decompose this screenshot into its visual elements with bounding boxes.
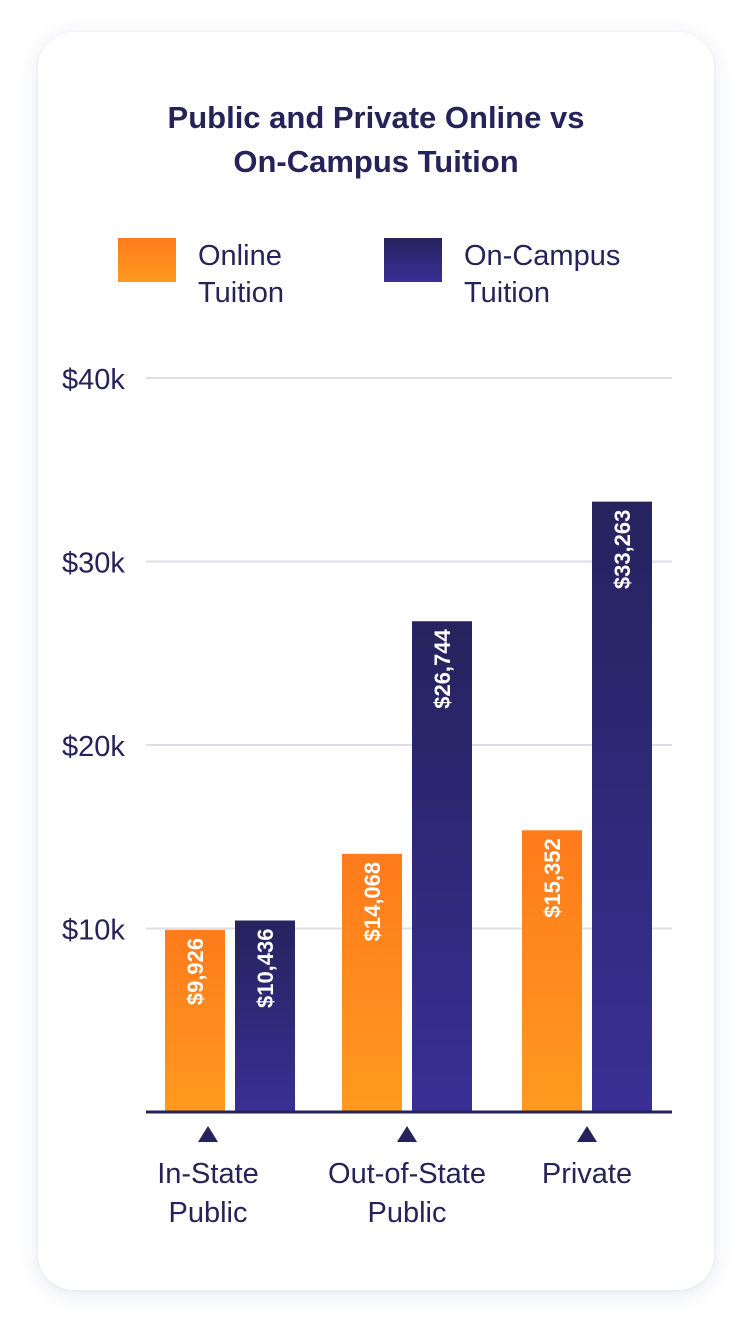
category-label: Public [169, 1197, 248, 1229]
category-marker-icon [577, 1126, 597, 1142]
category-label: In-State [157, 1158, 259, 1190]
y-tick-label: $30k [62, 548, 125, 580]
category-marker-icon [397, 1126, 417, 1142]
category-marker-icon [198, 1126, 218, 1142]
bar-value-label: $9,926 [183, 938, 208, 1005]
chart-title-line-2: On-Campus Tuition [233, 144, 519, 179]
bar-on-campus [592, 501, 652, 1112]
category-label: Public [368, 1197, 447, 1229]
category-label: Out-of-State [328, 1158, 486, 1190]
legend-label-on-campus: On-Campus Tuition [464, 238, 620, 312]
y-tick-label: $10k [62, 915, 125, 947]
legend-label-on-campus-line-1: On-Campus [464, 240, 621, 272]
chart-title: Public and Private Online vs On-Campus T… [38, 96, 714, 184]
legend-item-online: Online Tuition [118, 238, 284, 312]
bar-on-campus [412, 621, 472, 1112]
y-tick-label: $20k [62, 731, 125, 763]
legend-label-on-campus-line-2: Tuition [464, 277, 550, 309]
legend-item-on-campus: On-Campus Tuition [384, 238, 620, 312]
bar-online [342, 853, 402, 1112]
y-tick-label: $40k [62, 364, 125, 396]
bar-on-campus [235, 920, 295, 1112]
bar-value-label: $33,263 [610, 510, 635, 590]
legend-label-online: Online Tuition [198, 238, 284, 312]
bar-value-label: $10,436 [253, 928, 278, 1008]
bar-value-label: $15,352 [540, 838, 565, 918]
legend-label-online-line-1: Online [198, 240, 282, 272]
category-label: Private [542, 1158, 632, 1190]
legend-swatch-online [118, 238, 176, 282]
bar-value-label: $14,068 [360, 862, 385, 942]
legend-label-online-line-2: Tuition [198, 277, 284, 309]
chart-title-line-1: Public and Private Online vs [167, 100, 585, 135]
bar-online [522, 830, 582, 1112]
legend-swatch-on-campus [384, 238, 442, 282]
bar-value-label: $26,744 [430, 628, 455, 708]
bar-online [165, 929, 225, 1112]
